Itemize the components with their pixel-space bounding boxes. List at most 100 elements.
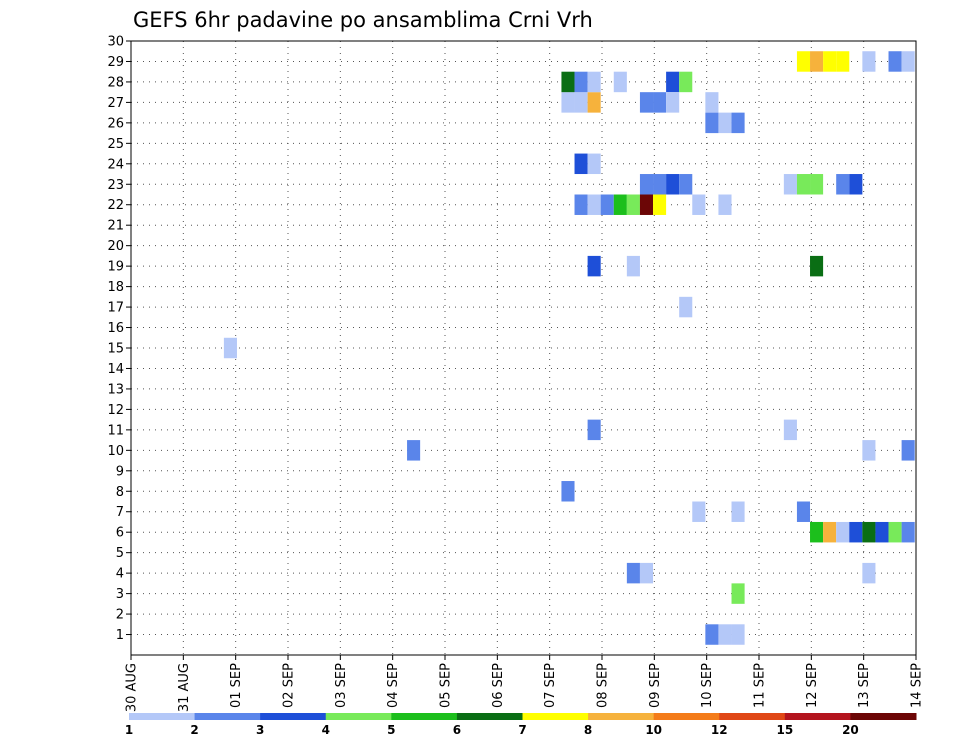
heatmap-cell — [666, 92, 680, 113]
heatmap-cell — [836, 174, 850, 195]
y-tick-label: 13 — [107, 382, 124, 397]
heatmap-cell — [561, 481, 575, 502]
y-tick-label: 8 — [116, 485, 124, 500]
heatmap-cell — [587, 194, 601, 215]
y-tick-label: 24 — [107, 157, 124, 172]
heatmap-cell — [862, 562, 876, 584]
colorbar-label: 3 — [256, 723, 264, 737]
y-tick-label: 29 — [107, 55, 124, 70]
heatmap-cell — [875, 521, 889, 543]
chart-title: GEFS 6hr padavine po ansamblima Crni Vrh — [133, 8, 593, 32]
heatmap-cell — [783, 419, 797, 441]
y-tick-label: 5 — [116, 546, 124, 561]
colorbar-label: 6 — [453, 723, 461, 737]
heatmap-cell — [901, 51, 915, 72]
x-tick-label: 08 SEP — [596, 663, 611, 708]
heatmap-cell — [901, 521, 915, 543]
heatmap-cell — [666, 71, 680, 93]
heatmap-cell — [862, 521, 876, 543]
y-tick-label: 11 — [107, 423, 124, 438]
y-tick-label: 27 — [107, 96, 124, 111]
heatmap-cell — [888, 521, 902, 543]
colorbar-swatch — [522, 713, 589, 720]
heatmap-cell — [836, 521, 850, 543]
heatmap-cell — [679, 71, 693, 93]
colorbar-swatch — [784, 713, 851, 720]
y-tick-label: 26 — [107, 116, 124, 131]
plot-frame — [130, 40, 917, 656]
y-tick-label: 30 — [107, 35, 124, 50]
heatmap-cell — [810, 51, 824, 72]
colorbar-label: 8 — [584, 723, 592, 737]
x-tick-label: 01 SEP — [229, 663, 244, 708]
colorbar-swatch — [325, 713, 392, 720]
y-tick-label: 28 — [107, 75, 124, 90]
y-tick-label: 15 — [107, 342, 124, 357]
heatmap-cell — [705, 92, 719, 113]
heatmap-cell — [407, 440, 421, 461]
heatmap-cell — [705, 624, 719, 645]
heatmap-cell — [862, 440, 876, 461]
x-tick-label: 31 AUG — [177, 663, 192, 712]
heatmap-cell — [810, 174, 824, 195]
colorbar-label: 1 — [125, 723, 133, 737]
heatmap-cell — [587, 153, 601, 175]
y-tick-label: 17 — [107, 301, 124, 316]
colorbar-swatch — [850, 713, 917, 720]
heatmap-cell — [796, 174, 811, 195]
x-tick-label: 07 SEP — [543, 663, 558, 708]
colorbar-swatch — [129, 713, 196, 720]
heatmap-cell — [653, 174, 667, 195]
heatmap-cell — [639, 194, 654, 215]
y-tick-label: 10 — [107, 444, 124, 459]
heatmap-cell — [823, 521, 837, 543]
x-tick-label: 13 SEP — [857, 663, 872, 708]
heatmap-cell — [587, 255, 601, 277]
heatmap-cell — [613, 194, 627, 215]
heatmap-cell — [574, 71, 588, 93]
heatmap-cell — [587, 71, 601, 93]
heatmap-cell — [901, 440, 915, 461]
y-tick-label: 23 — [107, 178, 124, 193]
heatmap-cell — [731, 624, 745, 645]
y-tick-label: 21 — [107, 219, 124, 234]
colorbar-label: 12 — [711, 723, 728, 737]
heatmap-cell — [587, 92, 601, 113]
heatmap-cell — [626, 562, 640, 584]
heatmap-cell — [718, 194, 732, 215]
heatmap-cell — [888, 51, 902, 72]
heatmap-cell — [718, 624, 732, 645]
heatmap-cell — [718, 112, 732, 134]
colorbar-swatch — [653, 713, 720, 720]
colorbar-label: 5 — [387, 723, 395, 737]
y-tick-label: 6 — [116, 526, 124, 541]
colorbar-label: 4 — [322, 723, 330, 737]
x-axis: 30 AUG 31 AUG 01 SEP 02 SEP 03 SEP 04 SEP 05 S… — [125, 655, 925, 712]
y-axis: 1234567891011121314151617181920212223242… — [107, 35, 131, 643]
x-tick-label: 14 SEP — [910, 663, 925, 708]
y-tick-label: 1 — [116, 628, 124, 643]
heatmap-cell — [653, 194, 667, 215]
colorbar-label: 10 — [645, 723, 662, 737]
heatmap-cell — [561, 71, 575, 93]
heatmap-cell — [796, 501, 811, 522]
heatmap-cell — [836, 51, 850, 72]
colorbar-label: 20 — [842, 723, 859, 737]
x-tick-label: 09 SEP — [648, 663, 663, 708]
x-tick-label: 04 SEP — [386, 663, 401, 708]
x-tick-label: 03 SEP — [334, 663, 349, 708]
colorbar-swatch — [588, 713, 655, 720]
heatmap-cell — [731, 583, 745, 604]
y-tick-label: 7 — [116, 505, 124, 520]
y-tick-label: 25 — [107, 137, 124, 152]
y-tick-label: 2 — [116, 608, 124, 623]
y-tick-label: 14 — [107, 362, 124, 377]
y-tick-label: 19 — [107, 260, 124, 275]
heatmap-cell — [574, 153, 588, 175]
heatmap-cell — [639, 92, 654, 113]
heatmap-cell — [862, 51, 876, 72]
heatmap-cell — [692, 501, 706, 522]
colorbar-label: 7 — [518, 723, 526, 737]
heatmap-cell — [626, 255, 640, 277]
